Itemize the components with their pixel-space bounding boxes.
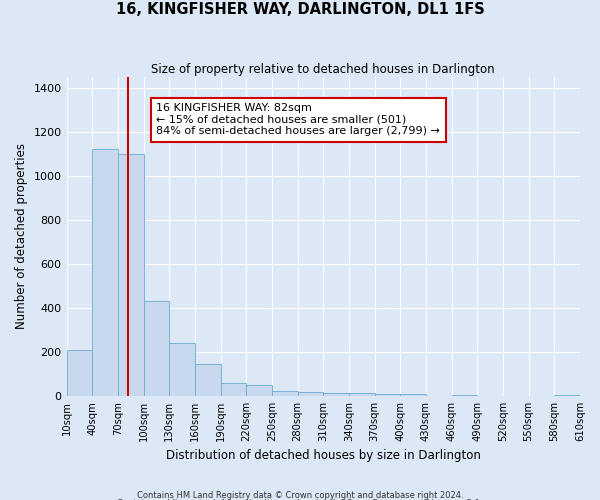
Bar — [298, 392, 323, 396]
Bar — [67, 350, 92, 396]
Text: 16, KINGFISHER WAY, DARLINGTON, DL1 1FS: 16, KINGFISHER WAY, DARLINGTON, DL1 1FS — [116, 2, 484, 18]
Bar — [400, 394, 426, 396]
Bar — [349, 394, 374, 396]
Bar — [92, 150, 118, 396]
Bar — [221, 383, 246, 396]
Bar — [195, 364, 221, 396]
Text: Contains HM Land Registry data © Crown copyright and database right 2024.: Contains HM Land Registry data © Crown c… — [137, 490, 463, 500]
X-axis label: Distribution of detached houses by size in Darlington: Distribution of detached houses by size … — [166, 450, 481, 462]
Bar — [272, 390, 298, 396]
Bar — [246, 386, 272, 396]
Title: Size of property relative to detached houses in Darlington: Size of property relative to detached ho… — [151, 62, 495, 76]
Bar — [452, 394, 478, 396]
Bar — [374, 394, 400, 396]
Bar — [118, 154, 143, 396]
Bar — [323, 393, 349, 396]
Bar — [554, 395, 580, 396]
Y-axis label: Number of detached properties: Number of detached properties — [15, 144, 28, 330]
Bar — [169, 343, 195, 396]
Bar — [143, 302, 169, 396]
Text: 16 KINGFISHER WAY: 82sqm
← 15% of detached houses are smaller (501)
84% of semi-: 16 KINGFISHER WAY: 82sqm ← 15% of detach… — [157, 103, 440, 136]
